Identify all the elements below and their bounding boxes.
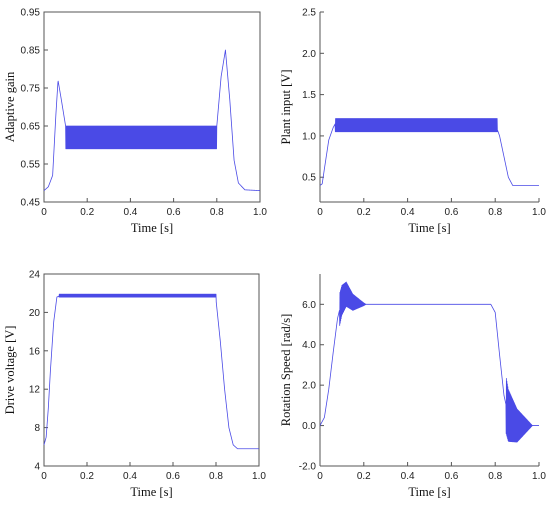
x-tick-label: 1.0 xyxy=(252,471,266,482)
y-tick-label: 2.5 xyxy=(302,8,316,19)
y-tick-label: 1.5 xyxy=(302,90,316,101)
y-tick-label: 4 xyxy=(34,462,40,473)
y-axis-label: Adaptive gain xyxy=(3,71,17,142)
y-tick-label: 16 xyxy=(29,346,41,357)
x-tick-label: 0.6 xyxy=(444,471,458,482)
y-tick-label: 0.55 xyxy=(21,160,41,171)
x-axis-label: Time [s] xyxy=(408,485,450,499)
y-tick-label: 0.75 xyxy=(21,84,41,95)
y-tick-label: 0.45 xyxy=(21,198,41,209)
y-tick-label: 6.0 xyxy=(302,300,316,311)
x-tick-label: 0 xyxy=(317,471,323,482)
chart-panel-2: 0 0.2 0.4 0.6 0.8 1.0 0.5 1.0 1.5 2.0 2.5 Time [s] P… xyxy=(279,8,546,236)
y-tick-label: 0.65 xyxy=(21,122,41,133)
x-tick-label: 0.8 xyxy=(210,207,224,218)
x-tick-label: 0.8 xyxy=(488,471,502,482)
x-tick-label: 1.0 xyxy=(253,207,267,218)
chart-panel-3: 0 0.2 0.4 0.6 0.8 1.0 4 8 12 16 20 24 Time [s] Drive … xyxy=(3,270,266,500)
y-tick-label: 2.0 xyxy=(302,49,316,60)
plot-frame xyxy=(43,11,261,203)
x-tick-label: 0.2 xyxy=(357,207,371,218)
x-tick-label: 0.6 xyxy=(444,207,458,218)
x-tick-label: 0.4 xyxy=(123,471,137,482)
y-tick-label: -2.0 xyxy=(299,462,317,473)
y-tick-label: 12 xyxy=(29,385,41,396)
x-tick-label: 0.2 xyxy=(357,471,371,482)
x-tick-label: 1.0 xyxy=(532,471,546,482)
x-axis-label: Time [s] xyxy=(131,221,173,235)
chart-panel-1: 0 0.2 0.4 0.6 0.8 1.0 0.45 0.55 0.65 0.75 0.85 0.95… xyxy=(3,8,267,236)
chart-panel-4: 0 0.2 0.4 0.6 0.8 1.0 -2.0 0.0 2.0 4.0 6.0 Time [s]… xyxy=(279,274,546,499)
y-tick-label: 4.0 xyxy=(302,340,316,351)
y-tick-label: 1.0 xyxy=(302,131,316,142)
y-tick-label: 0.5 xyxy=(302,173,316,184)
x-tick-label: 0.8 xyxy=(488,207,502,218)
x-tick-label: 0 xyxy=(41,471,47,482)
y-axis-label: Rotation Speed [rad/s] xyxy=(279,314,293,426)
plot-frame xyxy=(43,273,260,467)
y-tick-label: 0.85 xyxy=(21,46,41,57)
x-tick-label: 0.8 xyxy=(209,471,223,482)
x-tick-label: 0.2 xyxy=(80,207,94,218)
x-tick-label: 1.0 xyxy=(532,207,546,218)
y-tick-label: 24 xyxy=(29,270,41,281)
x-tick-label: 0.6 xyxy=(167,207,181,218)
y-tick-label: 0.95 xyxy=(21,8,41,19)
x-tick-label: 0.6 xyxy=(166,471,180,482)
x-tick-label: 0.2 xyxy=(80,471,94,482)
y-tick-label: 2.0 xyxy=(302,381,316,392)
series-line xyxy=(319,118,540,186)
x-tick-label: 0.4 xyxy=(401,471,415,482)
y-tick-label: 20 xyxy=(29,308,41,319)
y-axis-label: Drive voltage [V] xyxy=(3,326,17,415)
x-tick-label: 0 xyxy=(41,207,47,218)
x-tick-label: 0.4 xyxy=(123,207,137,218)
series-line xyxy=(43,49,261,191)
x-axis-label: Time [s] xyxy=(408,221,450,235)
x-tick-label: 0 xyxy=(317,207,323,218)
y-tick-label: 0.0 xyxy=(302,421,316,432)
x-tick-label: 0.4 xyxy=(401,207,415,218)
series-line xyxy=(43,293,260,450)
y-axis-label: Plant input [V] xyxy=(279,70,293,145)
series-line xyxy=(319,281,540,443)
x-axis-label: Time [s] xyxy=(130,485,172,499)
y-tick-label: 8 xyxy=(34,423,40,434)
